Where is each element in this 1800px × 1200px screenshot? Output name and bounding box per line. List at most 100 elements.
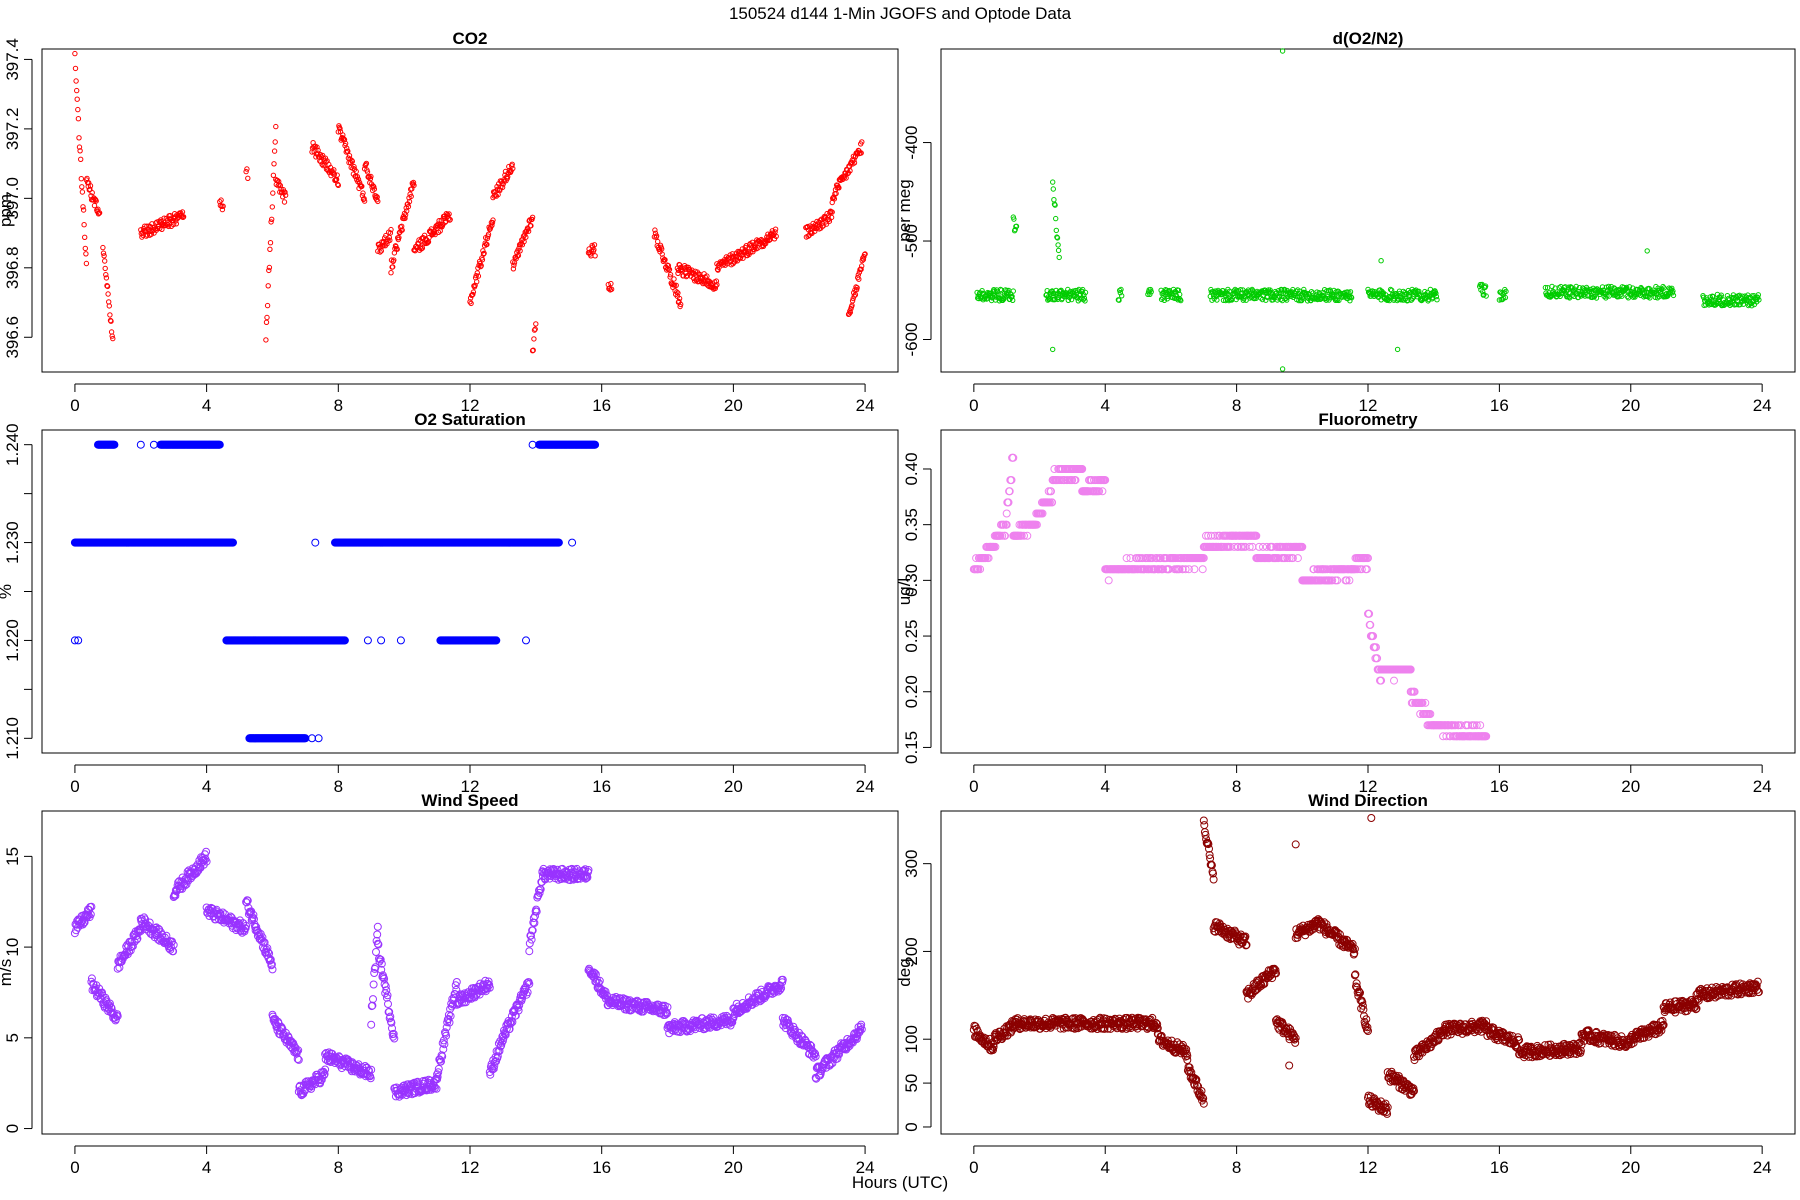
data-point — [1175, 297, 1181, 303]
data-point — [276, 181, 282, 188]
data-point — [713, 283, 719, 289]
data-point — [1718, 292, 1725, 298]
data-point — [738, 249, 744, 255]
x-tick-label: 0 — [70, 396, 79, 415]
x-tick-label: 16 — [592, 396, 611, 415]
data-point — [1566, 295, 1573, 301]
data-point — [531, 336, 537, 342]
data-point — [105, 291, 111, 297]
data-point — [173, 221, 180, 227]
data-point — [267, 246, 273, 253]
data-point — [1264, 294, 1271, 301]
data-point — [80, 207, 87, 213]
data-point — [1082, 298, 1088, 304]
x-tick-label: 12 — [1359, 777, 1378, 796]
data-point — [528, 440, 537, 449]
data-point — [1050, 179, 1056, 185]
data-point — [851, 293, 857, 299]
data-point — [485, 231, 492, 238]
data-point — [1009, 453, 1018, 462]
data-point — [315, 147, 321, 154]
data-point — [833, 190, 839, 197]
data-point — [1198, 565, 1207, 574]
data-point — [377, 636, 386, 645]
data-point — [505, 174, 511, 180]
data-point — [489, 222, 495, 229]
data-point — [149, 440, 158, 449]
data-point — [1007, 476, 1016, 485]
data-point — [80, 204, 86, 210]
data-point — [349, 158, 355, 165]
data-point — [388, 270, 394, 276]
data-point — [384, 1000, 392, 1008]
data-point — [862, 251, 868, 257]
data-point — [278, 186, 284, 192]
data-point — [271, 148, 278, 154]
data-point — [377, 249, 383, 255]
data-point — [530, 347, 536, 353]
data-point — [81, 222, 87, 228]
data-point — [1078, 465, 1087, 473]
data-point — [1279, 48, 1286, 54]
data-point — [521, 238, 527, 245]
data-point — [387, 237, 393, 244]
data-point — [1050, 346, 1056, 353]
panel-title: d(O2/N2) — [1333, 29, 1404, 48]
y-tick-label: 0.35 — [902, 508, 921, 541]
x-tick-label: 4 — [1100, 396, 1109, 415]
y-tick-label: 396.6 — [3, 316, 22, 359]
data-point — [714, 282, 720, 288]
data-point — [1047, 487, 1055, 496]
data-point — [1104, 576, 1113, 585]
y-axis-title: ug/l — [895, 578, 914, 605]
data-point — [666, 266, 673, 273]
data-point — [390, 264, 396, 270]
data-point — [991, 287, 997, 293]
data-point — [805, 233, 811, 239]
data-point — [314, 144, 320, 150]
data-point — [847, 168, 853, 174]
data-point — [1396, 288, 1403, 294]
data-point — [1275, 288, 1282, 294]
data-point — [849, 298, 856, 304]
data-point — [859, 139, 865, 145]
x-tick-label: 12 — [1359, 396, 1378, 415]
data-point — [533, 321, 539, 327]
data-point — [1054, 235, 1061, 241]
data-point — [1433, 293, 1440, 300]
data-point — [319, 152, 326, 159]
data-point — [79, 184, 85, 190]
data-point — [1055, 247, 1062, 254]
data-point — [351, 163, 357, 170]
data-points — [70, 847, 866, 1101]
x-tick-label: 8 — [1232, 396, 1241, 415]
data-point — [1017, 531, 1026, 540]
data-point — [1053, 227, 1060, 234]
y-tick-label: 397.4 — [3, 38, 22, 81]
panel-title: O2 Saturation — [414, 410, 525, 429]
data-point — [371, 186, 378, 192]
data-point — [411, 182, 417, 189]
plot-frame — [41, 48, 899, 373]
data-point — [828, 214, 835, 221]
data-point — [1159, 565, 1167, 574]
data-point — [1406, 292, 1413, 298]
data-point — [405, 203, 412, 210]
data-point — [1214, 297, 1220, 303]
x-tick-label: 0 — [70, 1158, 79, 1177]
y-tick-label: 1.230 — [3, 521, 22, 564]
data-points — [70, 440, 600, 743]
data-point — [510, 165, 516, 172]
data-point — [713, 278, 720, 284]
data-point — [340, 636, 349, 645]
data-point — [851, 160, 858, 166]
data-point — [492, 636, 501, 645]
x-tick-label: 24 — [856, 396, 875, 415]
y-tick-label: 1.240 — [3, 423, 22, 466]
data-point — [1164, 296, 1171, 302]
data-point — [1416, 288, 1422, 294]
data-point — [109, 333, 115, 339]
data-point — [280, 194, 286, 200]
data-point — [180, 214, 187, 220]
